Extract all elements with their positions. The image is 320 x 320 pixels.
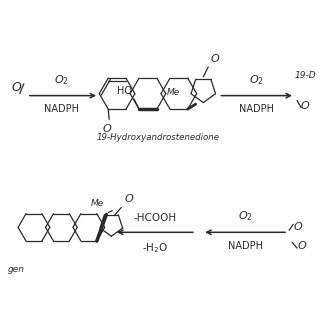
Text: O: O	[12, 81, 22, 94]
Text: gen: gen	[8, 265, 25, 274]
Text: Me: Me	[91, 198, 104, 208]
Text: NADPH: NADPH	[44, 104, 79, 114]
Text: O: O	[293, 222, 302, 232]
Text: O$_2$: O$_2$	[237, 210, 252, 223]
Text: Me: Me	[167, 88, 180, 97]
Text: NADPH: NADPH	[239, 104, 274, 114]
Text: -HCOOH: -HCOOH	[133, 213, 177, 223]
Text: O: O	[301, 100, 310, 110]
Text: -H$_2$O: -H$_2$O	[142, 241, 168, 255]
Text: 19-Hydroxyandrostenedione: 19-Hydroxyandrostenedione	[97, 133, 220, 142]
Text: HO: HO	[117, 86, 132, 96]
Text: NADPH: NADPH	[228, 241, 263, 251]
Text: O$_2$: O$_2$	[54, 73, 69, 87]
Text: O: O	[103, 124, 112, 134]
Text: O$_2$: O$_2$	[249, 73, 264, 87]
Text: 19-D: 19-D	[294, 71, 316, 80]
Text: O: O	[297, 241, 306, 251]
Text: O: O	[124, 194, 133, 204]
Text: O: O	[210, 54, 219, 64]
